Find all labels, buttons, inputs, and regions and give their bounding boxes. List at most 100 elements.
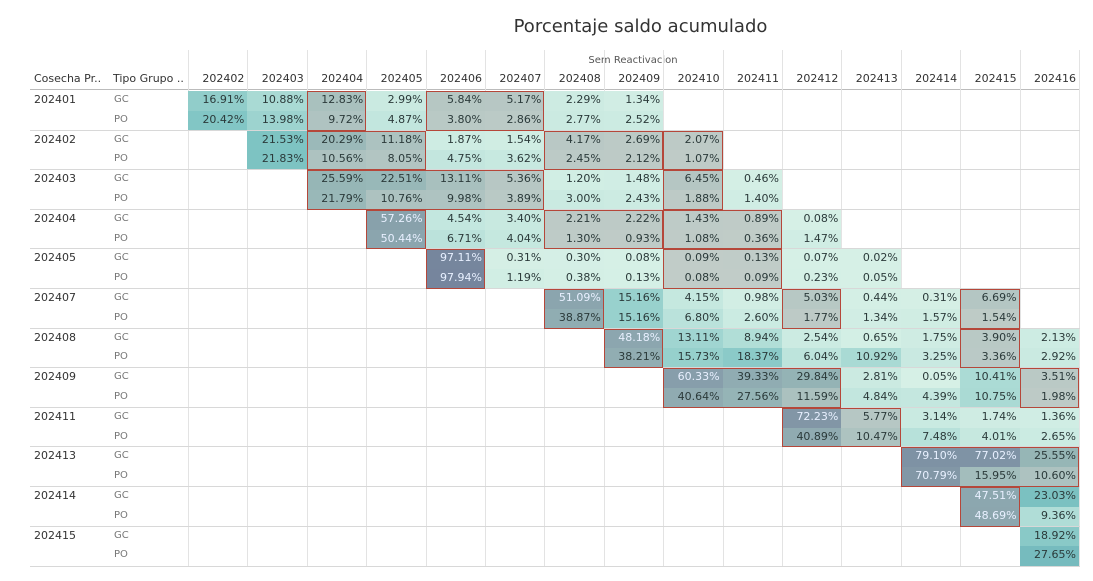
heatmap-cell: 0.05% [841,269,901,289]
heatmap-cell: 1.48% [603,170,664,190]
heatmap-cell: 0.44% [841,289,901,309]
highlight-box [960,487,1020,527]
heatmap-cell: 0.36% [722,229,782,250]
heatmap-cell: 5.77% [841,407,901,428]
heatmap-cell: 48.69% [960,506,1020,527]
row-group-divider [30,446,1080,448]
heatmap-cell: 38.87% [544,308,604,329]
heatmap-cell: 20.42% [188,110,248,131]
heatmap-cell: 8.94% [722,328,782,349]
heatmap-cell: 2.65% [1019,427,1079,448]
column-header: 202405 [380,72,423,85]
heatmap-cell: 25.59% [306,170,367,190]
heatmap-cell: 0.65% [841,328,901,349]
heatmap-cell: 6.04% [782,348,842,369]
heatmap-cell: 1.57% [900,308,961,329]
heatmap-cell: 1.30% [544,229,604,250]
heatmap-cell: 0.13% [722,249,782,270]
tipo-grupo-label: GC [114,173,129,185]
highlight-box [306,130,426,171]
tipo-grupo-label: GC [114,252,129,264]
heatmap-cell: 6.80% [663,308,723,329]
heatmap-cell: 4.01% [960,427,1020,448]
heatmap-cell: 4.75% [425,150,485,171]
column-gridline [247,50,249,567]
highlight-box [603,328,664,369]
heatmap-cell: 1.40% [722,190,782,210]
heatmap-cell: 1.54% [960,308,1020,329]
heatmap-cell: 27.65% [1019,546,1079,567]
heatmap-cell: 12.83% [306,91,367,111]
chart-title: Porcentaje saldo acumulado [513,16,768,37]
tipo-grupo-label: GC [114,529,129,541]
heatmap-cell: 2.99% [366,91,426,111]
heatmap-cell: 2.07% [663,130,723,151]
heatmap-cell: 48.18% [603,328,664,349]
heatmap-cell: 8.05% [366,150,426,171]
tipo-grupo-label: PO [114,351,128,363]
heatmap-cell: 1.34% [603,91,664,111]
highlight-box [663,209,782,250]
heatmap-cell: 70.79% [900,467,961,487]
heatmap-cell: 10.56% [306,150,367,171]
heatmap-cell: 1.19% [485,269,545,289]
heatmap-cell: 7.48% [900,427,961,448]
tipo-grupo-label: PO [114,509,128,521]
heatmap-cell: 9.98% [425,190,485,210]
heatmap-cell: 10.88% [247,91,307,111]
column-gridline [366,50,368,567]
heatmap-cell: 0.30% [544,249,604,270]
heatmap-cell: 3.14% [900,407,961,428]
heatmap-cell: 18.92% [1019,526,1079,547]
heatmap-cell: 9.72% [306,110,367,131]
heatmap-cell: 0.07% [782,249,842,270]
heatmap-cell: 2.54% [782,328,842,349]
heatmap-cell: 15.16% [603,308,664,329]
tipo-grupo-label: GC [114,94,129,105]
highlight-box [782,407,901,448]
heatmap-cell: 6.71% [425,229,485,250]
tipo-grupo-label: GC [114,371,129,383]
heatmap-cell: 1.98% [1019,388,1079,408]
heatmap-cell: 15.16% [603,289,664,309]
heatmap-cell: 4.87% [366,110,426,131]
heatmap-cell: 40.89% [782,427,842,448]
highlight-box [960,289,1020,329]
heatmap-cell: 20.29% [306,130,367,151]
heatmap-cell: 21.83% [247,150,307,171]
tipo-grupo-label: PO [114,549,128,561]
column-header: 202410 [677,72,720,85]
heatmap-cell: 60.33% [663,368,723,388]
heatmap-cell: 38.21% [603,348,664,369]
column-header: 202415 [974,72,1017,85]
heatmap-cell: 27.56% [722,388,782,408]
heatmap-cell: 0.13% [603,269,664,289]
heatmap-cell: 10.47% [841,427,901,448]
heatmap-cell: 25.55% [1019,447,1079,468]
cosecha-label: 202401 [34,93,76,106]
heatmap-cell: 2.77% [544,110,604,131]
header-divider [30,89,1080,90]
heatmap-cell: 0.09% [663,249,723,270]
column-header: 202411 [736,72,779,85]
heatmap-cell: 47.51% [960,487,1020,507]
heatmap-cell: 3.36% [960,348,1020,369]
heatmap-cell: 3.00% [544,190,604,210]
tipo-grupo-label: PO [114,311,128,323]
tipo-grupo-label: PO [114,430,128,442]
row-group-divider [30,288,1080,289]
tipo-grupo-label: GC [114,331,129,343]
cosecha-label: 202414 [34,489,76,502]
heatmap-cell: 6.69% [960,289,1020,309]
heatmap-cell: 15.73% [663,348,723,369]
tipo-grupo-label: PO [114,153,128,165]
highlight-box [306,170,545,210]
tipo-grupo-label: PO [114,470,128,482]
heatmap-cell: 13.11% [425,170,485,190]
column-gridline [485,50,486,567]
heatmap-cell: 2.45% [544,150,604,171]
highlight-box [425,91,545,131]
tipo-grupo-label: GC [114,450,129,462]
column-header: 202409 [618,72,661,85]
column-header: 202412 [796,72,839,85]
